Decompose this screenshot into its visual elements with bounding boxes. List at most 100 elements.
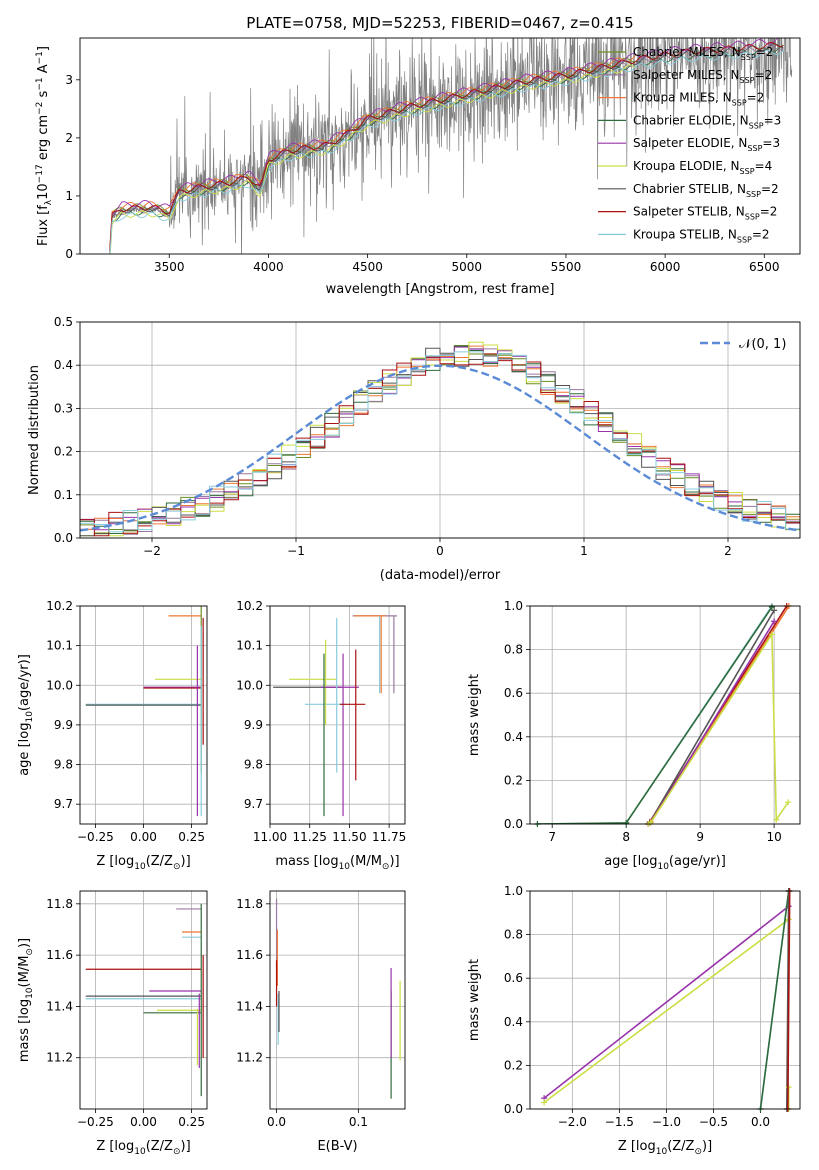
age-vs-Z-x-label-part: Z [log	[96, 854, 134, 869]
y-tick-label: 10.2	[46, 599, 73, 613]
mass-vs-Z-x-label: Z [log10(Z/Z⊙)]	[96, 1139, 190, 1157]
y-tick-label: 0.8	[504, 928, 523, 942]
mw-vs-age-y-label: mass weight	[467, 674, 482, 756]
age-vs-mass-x-label-part: ⊙	[382, 862, 390, 872]
y-tick-label: 0.4	[54, 358, 73, 372]
x-tick-label: −2	[143, 544, 161, 558]
y-tick-label: 1.0	[504, 884, 523, 898]
y-tick-label: 11.8	[236, 897, 263, 911]
legend-eq: =3	[762, 136, 780, 150]
mass-vs-Z-x-label-part: 10	[134, 1147, 146, 1157]
x-tick-label: 0	[436, 544, 444, 558]
age-vs-Z-x-label-part: ⊙	[173, 862, 181, 872]
x-tick-label: 11.25	[293, 830, 327, 844]
x-tick-label: 1	[580, 544, 588, 558]
mass-vs-Z-y-label: mass [log10(M/M⊙)]	[17, 938, 35, 1062]
normal-curve	[80, 364, 800, 532]
y-tick-label: 0.4	[504, 1015, 523, 1029]
mw-vs-Z-x-label: Z [log10(Z/Z⊙)]	[618, 1139, 712, 1157]
y-tick-label: 0.0	[504, 1102, 523, 1116]
legend-sub: SSP	[749, 121, 764, 130]
legend-label: Chabrier ELODIE, N	[633, 113, 749, 127]
spectrum-y-label-part: A	[36, 64, 51, 77]
x-tick-label: 0.0	[267, 1115, 286, 1129]
mass-weight-line-chabrier-elodie	[759, 891, 790, 1109]
model-line-chabrier-elodie	[109, 44, 784, 254]
x-tick-label: 10	[766, 830, 781, 844]
mass-weight-marker	[541, 1099, 548, 1106]
mass-weight-marker	[768, 604, 775, 611]
histogram-kroupa-stelib	[80, 351, 800, 533]
age-vs-Z-panel: −0.25 0.00 0.25 9.7 9.8 9.9 10.0 10.1 10.2 Z [log…	[17, 599, 208, 872]
x-tick-label: 4500	[352, 260, 383, 274]
x-tick-label: 6500	[749, 260, 780, 274]
axes-frame	[79, 605, 208, 825]
mass-vs-Z-y-label-part: ⊙	[25, 948, 35, 956]
spectrum-y-label-part: −1	[35, 77, 45, 90]
x-tick-label: 6000	[650, 260, 681, 274]
age-vs-mass-x-label-part: 10	[339, 862, 351, 872]
histogram-chabrier-stelib	[80, 347, 800, 537]
legend-label: Chabrier MILES, N	[633, 45, 741, 59]
legend-eq: =2	[756, 45, 774, 59]
y-tick-label: 9.8	[54, 758, 73, 772]
axes-frame	[79, 37, 801, 255]
legend-eq: =2	[747, 91, 765, 105]
age-vs-Z-x-label-part: 10	[134, 862, 146, 872]
y-tick-label: 9.9	[244, 718, 263, 732]
mass-weight-marker	[771, 618, 778, 625]
spectrum-y-label-part: λ	[44, 199, 54, 205]
mw-vs-Z-x-label-part: 10	[656, 1147, 668, 1157]
y-tick-label: 0.1	[54, 488, 73, 502]
mass-weight-marker	[773, 816, 780, 823]
mass-vs-ebv-x-label-part: E(B-V)	[317, 1139, 357, 1154]
x-tick-label: −1.0	[652, 1115, 681, 1129]
mass-vs-Z-x-label-part: )]	[181, 1139, 191, 1154]
mw-vs-Z-x-label-part: )]	[702, 1139, 712, 1154]
legend-label: Chabrier STELIB, N	[633, 182, 746, 196]
spectrum-y-label-part: −2	[35, 102, 45, 115]
mass-weight-marker	[771, 607, 778, 614]
y-tick-label: 0.2	[504, 1058, 523, 1072]
spectrum-y-label-part: ]	[36, 46, 51, 51]
y-tick-label: 0.0	[504, 817, 523, 831]
spectrum-y-label-part: 10	[36, 183, 51, 200]
mw-vs-Z-panel: −2.0 −1.5 −1.0 −0.5 0.0 0.0 0.2 0.4 0.6 0.8 1.0 Z […	[467, 884, 801, 1157]
x-tick-label: 0.00	[130, 1115, 157, 1129]
age-vs-mass-x-label-part: (M/M	[350, 854, 382, 869]
legend-eq: =2	[755, 68, 773, 82]
legend-sub: SSP	[737, 235, 752, 244]
legend-eq: =4	[755, 159, 773, 173]
y-tick-label: 0.2	[504, 773, 523, 787]
model-line-kroupa-stelib	[109, 49, 784, 254]
y-tick-label: 2	[65, 131, 73, 145]
y-tick-label: 0.4	[504, 730, 523, 744]
spectrum-y-label-part: s	[36, 90, 51, 101]
axes-frame	[529, 890, 801, 1110]
mw-vs-Z-x-label-part: (Z/Z	[667, 1139, 694, 1154]
legend-entry-kroupa-stelib: Kroupa STELIB, NSSP=2	[633, 227, 770, 244]
y-tick-label: 10.0	[46, 678, 73, 692]
y-tick-label: 1	[65, 189, 73, 203]
legend-eq: =2	[761, 182, 779, 196]
legend-eq: =3	[764, 113, 782, 127]
y-tick-label: 0.3	[54, 401, 73, 415]
legend-normal-label: 𝒩(0, 1)	[739, 337, 786, 352]
legend-entry-chabrier-stelib: Chabrier STELIB, NSSP=2	[633, 182, 779, 199]
y-tick-label: 9.8	[244, 758, 263, 772]
mw-vs-Z-y-label: mass weight	[467, 959, 482, 1041]
legend-eq: =2	[760, 205, 778, 219]
mw-vs-age-x-label-part: (age/yr)]	[669, 854, 726, 869]
legend-sub: SSP	[740, 167, 755, 176]
spectrum-y-label: Flux [fλ10−17 erg cm−2 s−1 A−1]	[35, 46, 54, 246]
mass-weight-marker	[785, 799, 792, 806]
mass-weight-line-salpeter-elodie	[543, 905, 790, 1099]
mass-weight-line-chabrier-stelib	[786, 891, 790, 1109]
residual-panel: −2 −1 0 1 2 0.0 0.1 0.2 0.3 0.4 0.5 (data-model)/er…	[27, 315, 801, 583]
y-tick-label: 11.2	[46, 1051, 73, 1065]
legend-sub: SSP	[746, 190, 761, 199]
x-tick-label: 11.75	[372, 830, 406, 844]
axes-frame	[79, 890, 208, 1110]
